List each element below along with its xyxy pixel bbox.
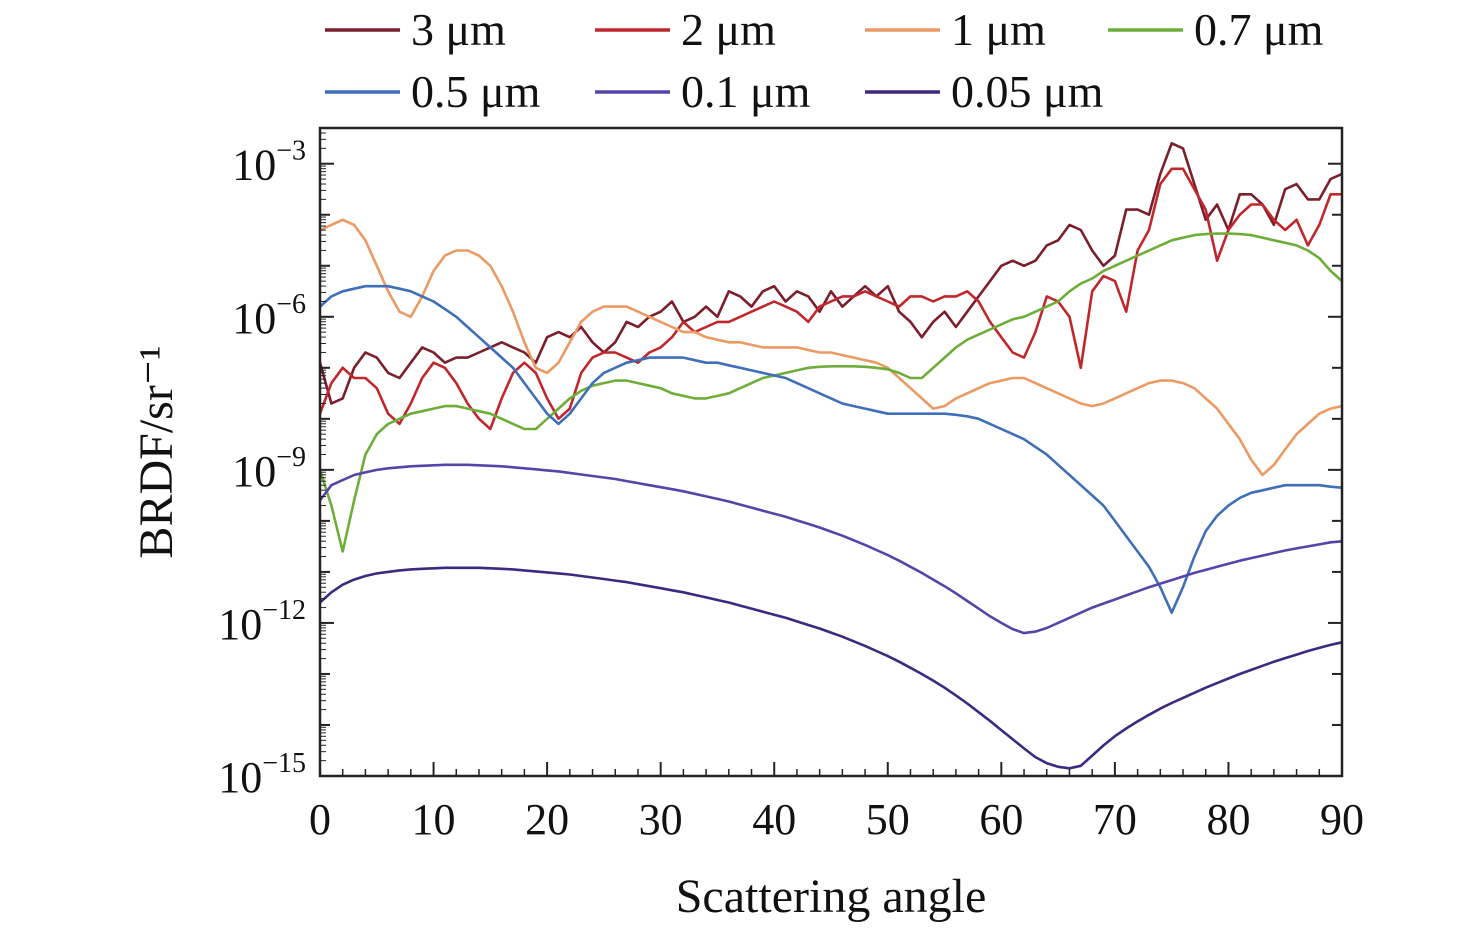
y-tick-exponent: −3 <box>276 136 306 167</box>
legend-label: 0.1 μm <box>681 66 811 117</box>
x-tick-label: 80 <box>1206 795 1250 844</box>
y-tick-base: 10 <box>218 753 262 802</box>
x-tick-label: 40 <box>752 795 796 844</box>
y-tick-base: 10 <box>232 141 276 190</box>
x-axis: 0 10 20 30 40 50 60 70 80 90 <box>309 762 1364 844</box>
series-line-1 <box>318 167 1342 431</box>
y-tick-label: 10−9 <box>232 442 306 496</box>
series-lines <box>318 142 1343 770</box>
y-axis-label: BRDF/sr⁻¹ <box>130 345 183 558</box>
series-line-2 <box>319 218 1343 477</box>
legend-label: 0.05 μm <box>951 66 1104 117</box>
legend-label: 3 μm <box>411 4 506 55</box>
x-tick-label: 30 <box>639 795 683 844</box>
x-axis-label: Scattering angle <box>676 870 987 923</box>
y-tick-base: 10 <box>232 447 276 496</box>
x-tick-label: 50 <box>866 795 910 844</box>
y-tick-exponent: −9 <box>276 442 306 473</box>
y-tick-label: 10−15 <box>218 748 306 802</box>
legend-label: 1 μm <box>951 4 1046 55</box>
series-line-5 <box>318 463 1343 635</box>
y-tick-base: 10 <box>232 294 276 343</box>
series-line-0 <box>318 142 1343 405</box>
y-tick-label: 10−6 <box>232 289 306 343</box>
series-line-3 <box>318 232 1343 553</box>
y-tick-exponent: −6 <box>276 289 306 320</box>
x-tick-label: 10 <box>412 795 456 844</box>
series-line-6 <box>319 566 1343 770</box>
y-tick-exponent: −15 <box>262 748 306 779</box>
legend-label: 0.5 μm <box>411 66 541 117</box>
legend: 3 μm 2 μm 1 μm 0.7 μm 0.5 μm 0.1 μm 0.05 μm <box>325 4 1324 117</box>
series-line-4 <box>319 284 1343 614</box>
legend-label: 2 μm <box>681 4 776 55</box>
x-tick-label: 70 <box>1093 795 1137 844</box>
y-tick-base: 10 <box>218 600 262 649</box>
y-tick-label: 10−12 <box>218 595 306 649</box>
x-tick-label: 0 <box>309 795 331 844</box>
x-tick-label: 60 <box>979 795 1023 844</box>
y-tick-label: 10−3 <box>232 136 306 190</box>
plot-frame <box>318 126 1344 778</box>
y-tick-exponent: −12 <box>262 595 306 626</box>
legend-label: 0.7 μm <box>1194 4 1324 55</box>
x-tick-label: 20 <box>525 795 569 844</box>
x-tick-label: 90 <box>1320 795 1364 844</box>
